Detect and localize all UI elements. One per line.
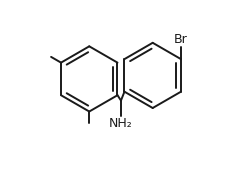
Text: Br: Br [174,33,188,46]
Text: NH₂: NH₂ [109,117,133,130]
